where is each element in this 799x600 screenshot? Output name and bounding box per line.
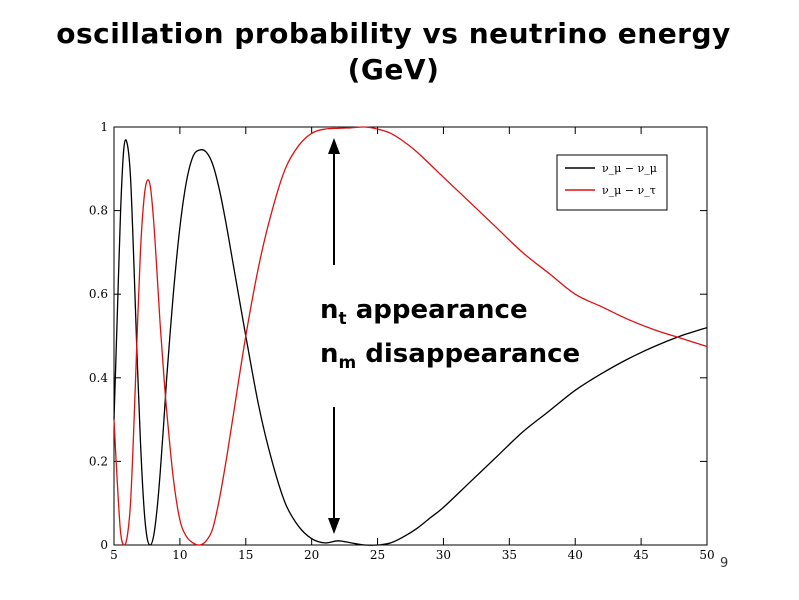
x-tick-label: 5 [110, 548, 118, 562]
axis-ticks: 5 10 15 20 25 30 35 40 45 50 0 0.2 0.4 0.6 0.8 1 [89, 120, 715, 562]
x-tick-label: 20 [304, 548, 319, 562]
appearance-text: appearance [346, 295, 528, 325]
x-tick-label: 50 [699, 548, 714, 562]
x-tick-label: 25 [370, 548, 385, 562]
x-tick-label: 40 [568, 548, 583, 562]
appearance-n: n [320, 295, 339, 325]
disappearance-sub: m [338, 353, 357, 373]
arrow-down-head [328, 518, 340, 534]
series-numu-numu-line [113, 139, 708, 546]
arrow-up-head [328, 138, 340, 154]
legend-box [556, 154, 668, 211]
disappearance-n: n [320, 339, 339, 369]
y-tick-label: 0.8 [89, 204, 108, 218]
y-tick-label: 0 [100, 538, 108, 552]
appearance-sub: t [338, 309, 347, 329]
title-line-2: (GeV) [347, 53, 440, 86]
page-number: 9 [720, 556, 729, 571]
annotation-arrows [328, 138, 340, 534]
legend-label: ν_μ − ν_τ [602, 184, 656, 197]
title-line-1: oscillation probability vs neutrino ener… [56, 17, 731, 50]
x-tick-label: 45 [633, 548, 648, 562]
x-tick-label: 35 [502, 548, 517, 562]
legend: ν_μ − ν_μ ν_μ − ν_τ [556, 154, 668, 211]
plot-frame [113, 126, 708, 546]
series-layer [113, 126, 708, 546]
y-tick-label: 1 [100, 120, 108, 134]
x-tick-label: 15 [238, 548, 253, 562]
y-tick-label: 0.6 [89, 287, 108, 301]
x-tick-label: 10 [172, 548, 187, 562]
y-tick-label: 0.4 [89, 371, 108, 385]
series-numu-nutau-line [113, 126, 708, 546]
legend-label: ν_μ − ν_μ [602, 162, 657, 175]
y-tick-label: 0.2 [89, 454, 108, 468]
disappearance-label: nm disappearance [318, 339, 583, 378]
x-tick-label: 30 [436, 548, 451, 562]
appearance-label: nt appearance [318, 295, 530, 334]
slide-title: oscillation probability vs neutrino ener… [0, 16, 787, 88]
disappearance-text: disappearance [356, 339, 581, 369]
